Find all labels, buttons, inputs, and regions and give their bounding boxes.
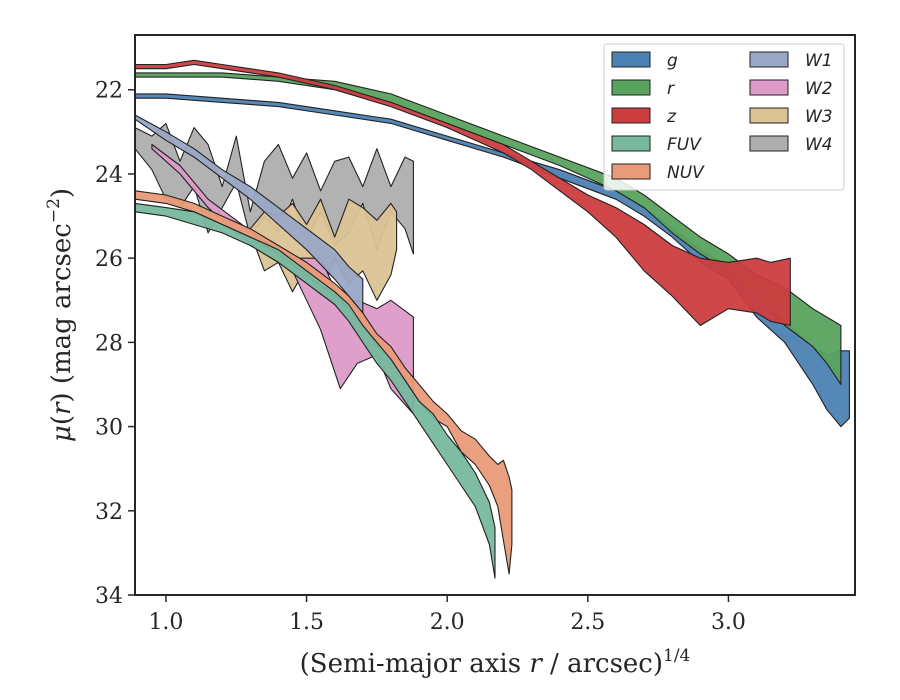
band-z	[134, 59, 791, 327]
y-tick-label: 30	[95, 416, 123, 441]
legend-swatch-w3	[749, 107, 789, 124]
x-axis-ticks: 1.0 1.5 2.0 2.5 3.0	[148, 595, 746, 635]
x-axis-label: (Semi-major axis r / arcsec)1/4	[300, 646, 691, 679]
legend-label-nuv: NUV	[667, 163, 705, 183]
x-tick-label: 3.0	[711, 610, 746, 635]
band-fuv	[134, 202, 496, 579]
x-tick-label: 2.0	[430, 610, 465, 635]
y-tick-label: 32	[95, 500, 123, 525]
legend-swatch-nuv	[611, 163, 651, 180]
legend-label-w3: W3	[805, 107, 833, 127]
legend-swatch-w4	[749, 135, 789, 152]
x-tick-label: 1.5	[289, 610, 324, 635]
legend-swatch-g	[611, 51, 651, 68]
y-axis-label: μ(r) (mag arcsec−2)	[44, 188, 77, 442]
profile-bands	[134, 59, 850, 579]
y-tick-label: 24	[95, 163, 123, 188]
legend-label-fuv: FUV	[667, 135, 702, 155]
legend: grz FUV NUV W1 W2 W3 W4	[603, 43, 845, 191]
y-tick-label: 26	[95, 247, 123, 272]
legend-label-r: r	[667, 79, 675, 99]
legend-swatch-w2	[749, 79, 789, 96]
x-tick-label: 1.0	[148, 610, 183, 635]
legend-label-z: z	[666, 107, 677, 127]
legend-label-w4: W4	[805, 135, 833, 155]
y-axis-ticks: 22 24 26 28 30 32 34	[95, 79, 135, 609]
legend-swatch-fuv	[611, 135, 651, 152]
legend-swatch-r	[611, 79, 651, 96]
x-tick-label: 2.5	[570, 610, 605, 635]
legend-label-g: g	[667, 51, 678, 71]
legend-swatch-z	[611, 107, 651, 124]
legend-label-w1: W1	[805, 51, 833, 71]
y-tick-label: 22	[95, 79, 123, 104]
legend-swatch-w1	[749, 51, 789, 68]
legend-label-w2: W2	[805, 79, 833, 99]
plot-frame	[134, 34, 856, 596]
y-tick-label: 28	[95, 331, 123, 356]
y-tick-label: 34	[95, 584, 123, 609]
